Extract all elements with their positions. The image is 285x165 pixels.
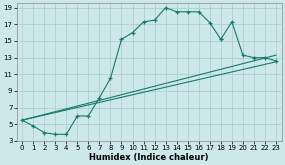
X-axis label: Humidex (Indice chaleur): Humidex (Indice chaleur)	[89, 152, 209, 162]
